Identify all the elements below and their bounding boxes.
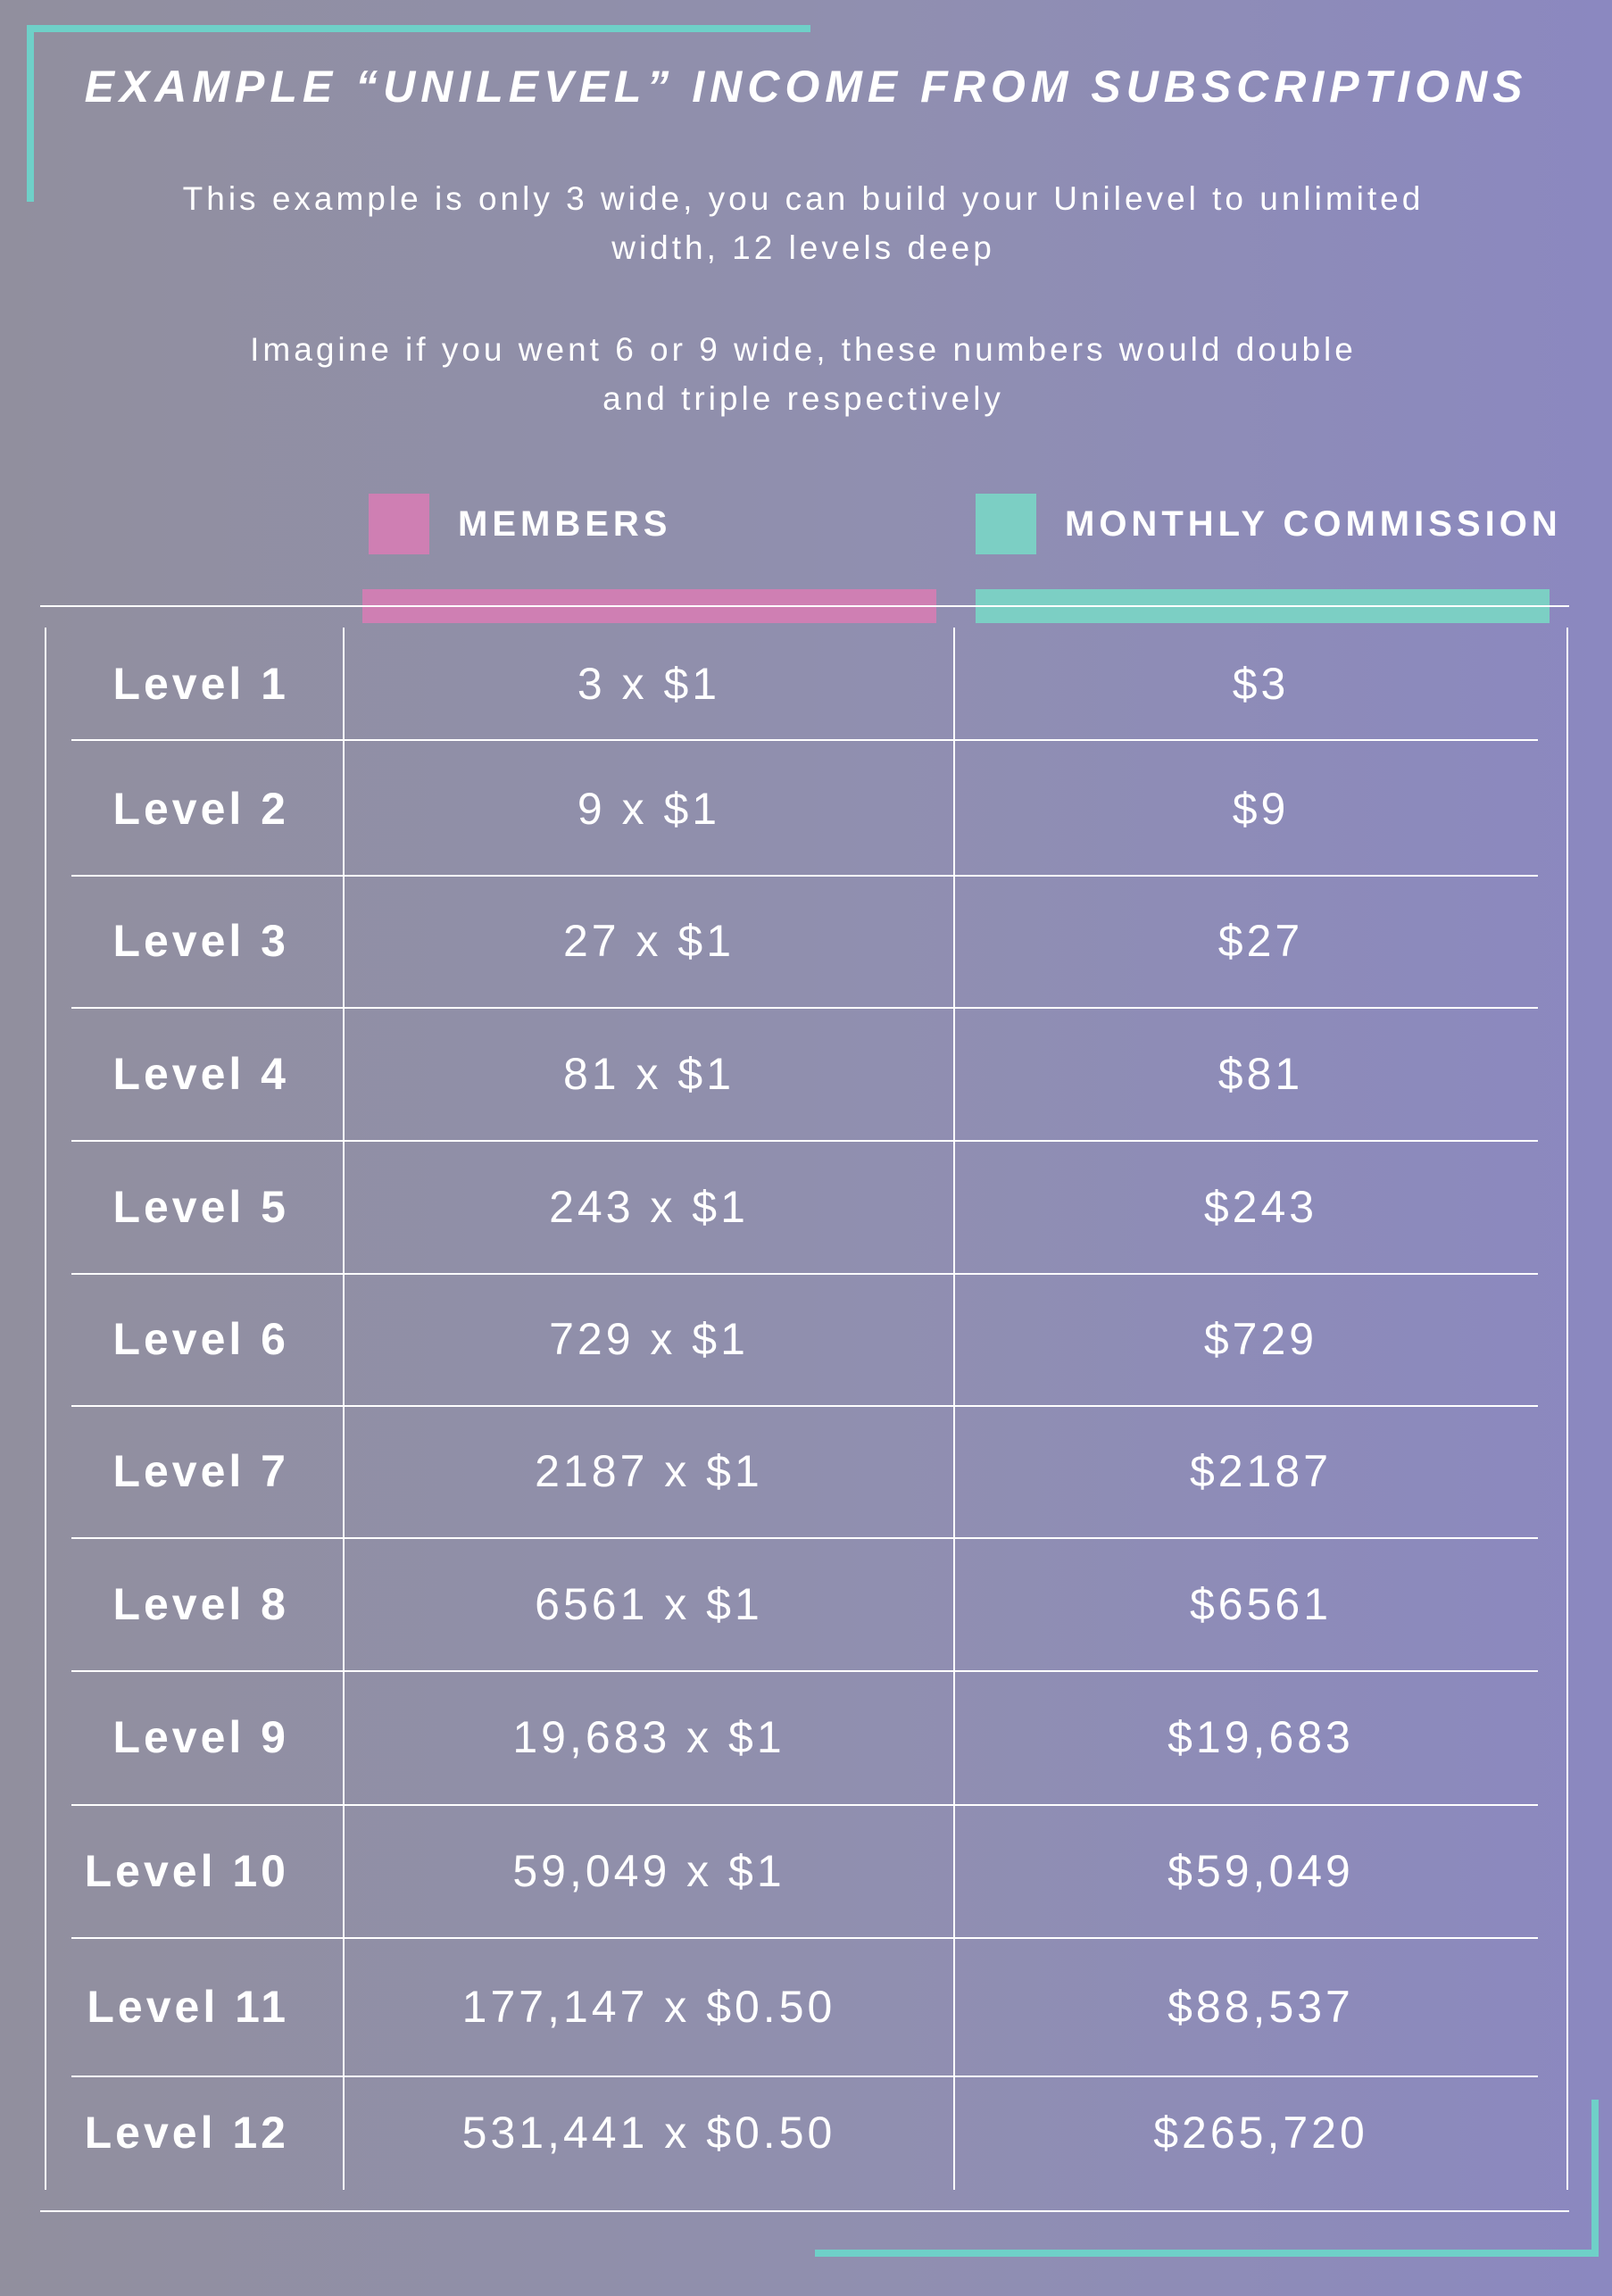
bottom-right-bracket-horizontal	[815, 2250, 1599, 2257]
row-divider	[71, 1007, 1538, 1009]
level-label: Level 12	[84, 2108, 289, 2158]
level-label: Level 5	[112, 1181, 289, 1232]
table-column-divider	[953, 628, 955, 2190]
row-divider	[71, 739, 1538, 741]
members-cell: 6561 x $1	[535, 1578, 763, 1629]
commission-cell: $59,049	[1167, 1845, 1354, 1896]
table-left-border	[45, 628, 46, 2190]
level-label: Level 1	[112, 658, 289, 709]
members-cell: 531,441 x $0.50	[461, 2108, 836, 2158]
commission-cell: $27	[1217, 916, 1304, 966]
commission-cell: $3	[1232, 658, 1290, 709]
level-label: Level 4	[112, 1048, 289, 1099]
table-right-border	[1566, 628, 1568, 2190]
members-cell: 243 x $1	[549, 1181, 749, 1232]
commission-cell: $729	[1203, 1314, 1318, 1364]
level-label: Level 2	[112, 784, 289, 834]
note-line-1: Imagine if you went 6 or 9 wide, these n…	[250, 331, 1357, 368]
row-divider	[71, 1405, 1538, 1407]
members-cell: 59,049 x $1	[512, 1845, 785, 1896]
level-label: Level 11	[87, 1981, 289, 2032]
bottom-right-bracket-vertical	[1591, 2100, 1599, 2257]
commission-swatch	[976, 494, 1036, 554]
row-divider	[71, 1670, 1538, 1672]
commission-cell: $19,683	[1167, 1712, 1354, 1762]
members-cell: 81 x $1	[562, 1048, 735, 1099]
row-divider	[71, 2076, 1538, 2077]
commission-cell: $81	[1217, 1048, 1304, 1099]
commission-cell: $6561	[1189, 1578, 1333, 1629]
level-label: Level 9	[112, 1712, 289, 1762]
members-swatch	[369, 494, 429, 554]
members-cell: 9 x $1	[577, 784, 721, 834]
members-cell: 27 x $1	[562, 916, 735, 966]
commission-cell: $88,537	[1167, 1981, 1354, 2032]
level-label: Level 10	[84, 1845, 289, 1896]
page-title: EXAMPLE “UNILEVEL” INCOME FROM SUBSCRIPT…	[84, 62, 1528, 112]
commission-legend-label: MONTHLY COMMISSION	[1065, 504, 1562, 544]
level-label: Level 3	[112, 916, 289, 966]
members-cell: 19,683 x $1	[512, 1712, 785, 1762]
level-label: Level 7	[112, 1446, 289, 1496]
commission-cell: $243	[1203, 1181, 1318, 1232]
members-cell: 729 x $1	[549, 1314, 749, 1364]
commission-cell: $9	[1232, 784, 1290, 834]
table-top-rule	[40, 605, 1569, 607]
members-cell: 177,147 x $0.50	[461, 1981, 836, 2032]
row-divider	[71, 875, 1538, 877]
table-level-divider	[343, 628, 345, 2190]
row-divider	[71, 1140, 1538, 1142]
note-line-2: and triple respectively	[602, 380, 1004, 417]
table-bottom-rule	[40, 2210, 1569, 2212]
members-cell: 2187 x $1	[535, 1446, 763, 1496]
row-divider	[71, 1537, 1538, 1539]
commission-cell: $2187	[1189, 1446, 1333, 1496]
members-legend-label: MEMBERS	[458, 504, 672, 544]
commission-cell: $265,720	[1153, 2108, 1368, 2158]
top-left-bracket-horizontal	[27, 25, 810, 32]
level-label: Level 8	[112, 1578, 289, 1629]
row-divider	[71, 1273, 1538, 1275]
level-label: Level 6	[112, 1314, 289, 1364]
row-divider	[71, 1804, 1538, 1806]
intro-line-2: width, 12 levels deep	[611, 229, 995, 266]
top-left-bracket-vertical	[27, 25, 34, 202]
row-divider	[71, 1937, 1538, 1939]
members-cell: 3 x $1	[577, 658, 721, 709]
intro-line-1: This example is only 3 wide, you can bui…	[182, 180, 1425, 217]
